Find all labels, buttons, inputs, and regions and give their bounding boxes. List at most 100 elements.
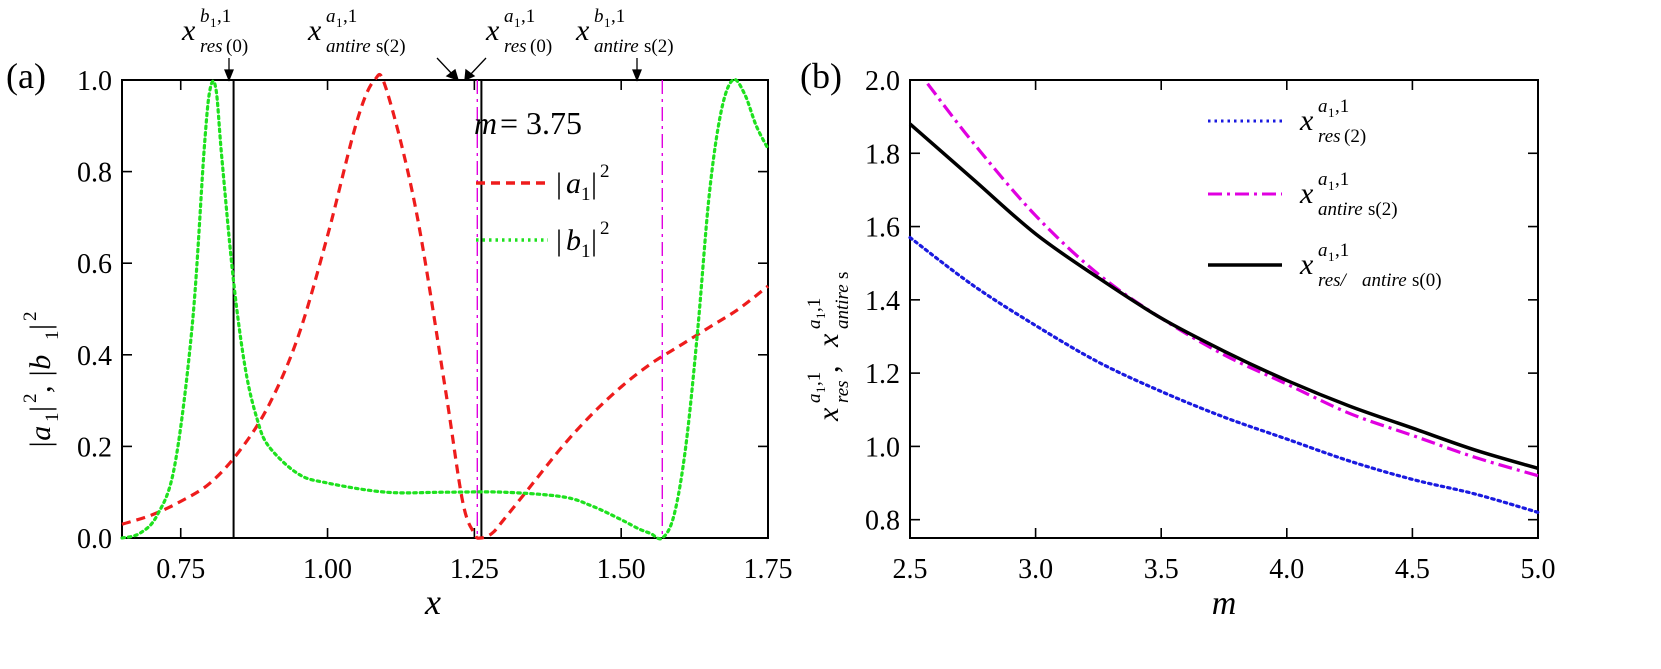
svg-text:res: res <box>1318 126 1341 147</box>
a-xtick-label: 1.50 <box>597 554 646 585</box>
svg-text:|: | <box>24 324 57 330</box>
legend-b-label-res-antire0: x a 1 ,1 res/ antire s(0) <box>1299 240 1442 291</box>
svg-text:x: x <box>812 407 845 422</box>
svg-text:|: | <box>591 224 597 257</box>
svg-text:1: 1 <box>1328 105 1335 120</box>
svg-text:,1: ,1 <box>1335 169 1349 190</box>
a-xtick-label: 1.00 <box>303 554 352 585</box>
svg-text:(0): (0) <box>530 36 552 57</box>
b-ytick-label: 1.0 <box>865 432 900 463</box>
svg-text:x: x <box>181 14 196 47</box>
top-label-a1-res0: x a 1 ,1 res (0) <box>485 6 552 57</box>
legend-b-label-antire2: x a 1 ,1 antire s(2) <box>1299 169 1398 220</box>
svg-text:b: b <box>200 6 210 27</box>
b-ytick-label: 1.4 <box>865 286 900 317</box>
panel-b: (b) 2.5 3.0 3.5 4.0 4.5 5.0 0.8 1.0 1.2 1.4 1.6 1.8… <box>800 56 1556 622</box>
svg-text:x: x <box>485 14 500 47</box>
top-label-b1-antire2: x b 1 ,1 antire s(2) <box>575 6 674 57</box>
svg-text:x: x <box>307 14 322 47</box>
svg-text:1: 1 <box>42 413 63 423</box>
a-xtick-label: 1.25 <box>450 554 499 585</box>
x-axis-label-b: m <box>1212 585 1237 622</box>
svg-text:x: x <box>575 14 590 47</box>
svg-text:antire: antire <box>1318 199 1363 220</box>
svg-text:res: res <box>504 36 527 57</box>
top-label-a1-antire2: x a 1 ,1 antire s(2) <box>307 6 406 57</box>
panel-b-frame <box>909 79 1539 539</box>
svg-text:antire: antire <box>326 36 371 57</box>
top-label-b1-res0: x b 1 ,1 res (0) <box>181 6 248 57</box>
b-ytick-label: 0.8 <box>865 506 900 537</box>
svg-text:a: a <box>804 320 825 330</box>
svg-text:s(2): s(2) <box>644 36 674 57</box>
a-xtick-label: 1.75 <box>744 554 793 585</box>
b-xtick-label: 4.5 <box>1395 554 1430 585</box>
svg-text:,1: ,1 <box>804 298 825 312</box>
svg-text:antire: antire <box>832 284 853 329</box>
panel-a-series <box>120 72 770 541</box>
legend-a-title: m <box>474 105 497 141</box>
svg-text:s(2): s(2) <box>376 36 406 57</box>
svg-text:x: x <box>1299 177 1314 210</box>
legend-a-label-a1: | a 1 | 2 <box>556 161 610 205</box>
svg-text:b: b <box>566 224 581 257</box>
svg-text:1: 1 <box>336 15 343 30</box>
b-series-1-line <box>926 82 1539 478</box>
panel-a: (a) 0.75 1.00 1.25 1.50 1.75 0.0 0.2 0.4 0.6 0.8 1… <box>6 6 793 622</box>
svg-text:a: a <box>1318 169 1328 190</box>
b-xtick-label: 2.5 <box>893 554 928 585</box>
a-ytick-label: 0.8 <box>77 158 112 189</box>
svg-text:(0): (0) <box>226 36 248 57</box>
svg-text:a: a <box>504 6 514 27</box>
b-series-0-line <box>908 235 1540 514</box>
svg-text:a: a <box>566 167 581 200</box>
a-xtick-label: 0.75 <box>156 554 205 585</box>
legend-b: x a 1 ,1 res (2) x a 1 ,1 antire s(2) x … <box>1208 96 1442 291</box>
svg-text:res: res <box>832 380 853 403</box>
svg-text:1: 1 <box>42 331 63 341</box>
legend-a: m = 3.75 | a 1 | 2 | b 1 | 2 <box>474 105 610 262</box>
svg-text:,1: ,1 <box>343 6 357 27</box>
svg-text:2: 2 <box>600 218 610 239</box>
a-ytick-label: 0.4 <box>77 341 112 372</box>
y-axis-label-b: x a 1 ,1 res , x a 1 ,1 antire s <box>804 272 853 422</box>
svg-text:1: 1 <box>581 241 591 262</box>
svg-text:|: | <box>556 224 562 257</box>
a-ytick-label: 0.6 <box>77 249 112 280</box>
svg-text:x: x <box>1299 248 1314 281</box>
svg-text:,1: ,1 <box>1335 96 1349 117</box>
svg-text:= 3.75: = 3.75 <box>500 105 582 141</box>
annotation-arrows <box>224 57 642 82</box>
x-axis-label-a: x <box>424 582 441 622</box>
b-ytick-label: 1.6 <box>865 213 900 244</box>
panel-a-marker-lines <box>232 80 663 538</box>
svg-text:a: a <box>326 6 336 27</box>
svg-text:res/: res/ <box>1318 270 1348 291</box>
svg-text:a: a <box>1318 96 1328 117</box>
svg-text:antire: antire <box>594 36 639 57</box>
svg-text:,1: ,1 <box>521 6 535 27</box>
svg-text:|: | <box>556 167 562 200</box>
panel-a-label: (a) <box>6 56 46 96</box>
svg-text:x: x <box>1299 104 1314 137</box>
panel-b-ticks: 2.5 3.0 3.5 4.0 4.5 5.0 0.8 1.0 1.2 1.4 1.6 1.8 2.0 <box>865 66 1556 585</box>
legend-a-label-b1: | b 1 | 2 <box>556 218 610 262</box>
svg-text:antire: antire <box>1362 270 1407 291</box>
svg-text:|: | <box>24 406 57 412</box>
b-xtick-label: 3.0 <box>1018 554 1053 585</box>
a-series-1-line <box>120 77 770 541</box>
panel-a-ticks: 0.75 1.00 1.25 1.50 1.75 0.0 0.2 0.4 0.6 0.8 1.0 <box>77 66 793 585</box>
svg-text:1: 1 <box>604 15 611 30</box>
a-ytick-label: 0.2 <box>77 432 112 463</box>
svg-text:,: , <box>812 366 845 374</box>
svg-text:a: a <box>804 394 825 404</box>
panel-b-label: (b) <box>800 56 842 96</box>
svg-text:|a: |a <box>24 426 57 449</box>
svg-text:b: b <box>594 6 604 27</box>
svg-text:1: 1 <box>581 184 591 205</box>
svg-text:,1: ,1 <box>804 372 825 386</box>
svg-text:s(2): s(2) <box>1368 199 1398 220</box>
b-xtick-label: 4.0 <box>1269 554 1304 585</box>
b-xtick-label: 3.5 <box>1144 554 1179 585</box>
